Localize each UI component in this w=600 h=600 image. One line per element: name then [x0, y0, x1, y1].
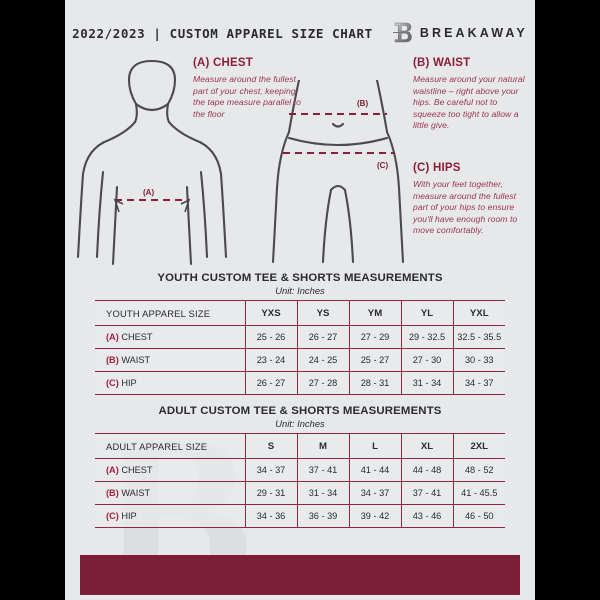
table-row: (A) CHEST 25 - 26 26 - 27 27 - 29 29 - 3… [95, 325, 505, 349]
table-header-row: YOUTH APPAREL SIZE YXS YS YM YL YXL [95, 300, 505, 326]
table-cell: 28 - 31 [349, 371, 402, 395]
table-cell: 43 - 46 [401, 504, 454, 528]
table-cell: 34 - 37 [453, 371, 505, 395]
callout-chest-text: Measure around the fullest part of your … [193, 74, 301, 119]
table-cell: 29 - 32.5 [401, 325, 454, 349]
column-header: YS [297, 300, 350, 326]
chest-measure-line [113, 198, 191, 213]
table-cell: 26 - 27 [245, 371, 298, 395]
table-cell: 36 - 39 [297, 504, 350, 528]
table-cell: 27 - 29 [349, 325, 402, 349]
table-cell: 29 - 31 [245, 481, 298, 505]
adult-size-header: ADULT APPAREL SIZE [95, 433, 246, 459]
youth-table-title: YOUTH CUSTOM TEE & SHORTS MEASUREMENTS [157, 272, 443, 284]
table-cell: 24 - 25 [297, 348, 350, 372]
youth-size-table: YOUTH APPAREL SIZE YXS YS YM YL YXL (A) … [95, 300, 505, 395]
measurement-diagram-area: (A) (B) [65, 52, 535, 270]
table-row: (B) WAIST 29 - 31 31 - 34 34 - 37 37 - 4… [95, 481, 505, 505]
youth-size-header: YOUTH APPAREL SIZE [95, 300, 246, 326]
table-row: (C) HIP 26 - 27 27 - 28 28 - 31 31 - 34 … [95, 371, 505, 395]
adult-table-title: ADULT CUSTOM TEE & SHORTS MEASUREMENTS [158, 405, 442, 417]
table-cell: 39 - 42 [349, 504, 402, 528]
chest-line-tag: (A) [143, 188, 154, 197]
adult-table-unit: Unit: Inches [275, 418, 325, 429]
table-cell: 34 - 37 [349, 481, 402, 505]
table-row: (C) HIP 34 - 36 36 - 39 39 - 42 43 - 46 … [95, 504, 505, 528]
row-tag: (C) [106, 511, 119, 521]
callout-waist-heading: (B) WAIST [413, 57, 471, 69]
row-label: CHEST [121, 465, 153, 475]
hips-line-tag: (C) [377, 161, 388, 170]
column-header: YXL [453, 300, 505, 326]
row-label: WAIST [121, 355, 151, 365]
table-cell: 30 - 33 [453, 348, 505, 372]
table-cell: 34 - 37 [245, 458, 298, 482]
upper-body-outline-figure: (A) [76, 59, 228, 266]
adult-measurements-block: ADULT CUSTOM TEE & SHORTS MEASUREMENTS U… [95, 405, 505, 528]
column-header: L [349, 433, 402, 459]
breakaway-b-monogram-icon [391, 20, 413, 46]
callout-waist: (B) WAIST Measure around your natural wa… [413, 57, 525, 132]
table-cell: 31 - 34 [297, 481, 350, 505]
row-tag: (A) [106, 465, 119, 475]
youth-table-unit: Unit: Inches [275, 285, 325, 296]
row-tag: (C) [106, 378, 119, 388]
table-cell: 27 - 28 [297, 371, 350, 395]
callout-waist-text: Measure around your natural waistline – … [413, 74, 525, 131]
table-cell: 31 - 34 [401, 371, 454, 395]
table-cell: 44 - 48 [401, 458, 454, 482]
table-cell: 32.5 - 35.5 [453, 325, 505, 349]
row-label: WAIST [121, 488, 151, 498]
column-header: XL [401, 433, 454, 459]
table-cell: 23 - 24 [245, 348, 298, 372]
callout-hips-text: With your feet together, measure around … [413, 179, 518, 236]
waist-line-tag: (B) [357, 99, 368, 108]
page-title: 2022/2023 | CUSTOM APPAREL SIZE CHART [72, 25, 373, 41]
footer-bar [80, 555, 520, 595]
row-label: HIP [121, 378, 137, 388]
column-header: 2XL [453, 433, 505, 459]
table-cell: 25 - 26 [245, 325, 298, 349]
callout-chest-heading: (A) CHEST [193, 57, 253, 69]
row-label: CHEST [121, 332, 153, 342]
table-cell: 46 - 50 [453, 504, 505, 528]
row-tag: (B) [106, 488, 119, 498]
column-header: YM [349, 300, 402, 326]
table-header-row: ADULT APPAREL SIZE S M L XL 2XL [95, 433, 505, 459]
page-header: 2022/2023 | CUSTOM APPAREL SIZE CHART BR [65, 18, 535, 48]
callout-chest: (A) CHEST Measure around the fullest par… [193, 57, 303, 120]
youth-measurements-block: YOUTH CUSTOM TEE & SHORTS MEASUREMENTS U… [95, 272, 505, 395]
lower-body-outline-figure: (B) (C) [271, 80, 405, 264]
brand-logo: BREAKAWAY [391, 20, 528, 46]
callout-hips: (C) HIPS With your feet together, measur… [413, 162, 525, 237]
table-row: (B) WAIST 23 - 24 24 - 25 25 - 27 27 - 3… [95, 348, 505, 372]
table-cell: 41 - 45.5 [453, 481, 505, 505]
size-chart-page: B 2022/2023 | CUSTOM APPAREL SIZE CHART [65, 0, 535, 600]
column-header: YL [401, 300, 454, 326]
column-header: M [297, 433, 350, 459]
brand-name: BREAKAWAY [419, 26, 528, 40]
row-label: HIP [121, 511, 137, 521]
adult-size-table: ADULT APPAREL SIZE S M L XL 2XL (A) CHES… [95, 433, 505, 528]
table-cell: 48 - 52 [453, 458, 505, 482]
table-row: (A) CHEST 34 - 37 37 - 41 41 - 44 44 - 4… [95, 458, 505, 482]
column-header: S [245, 433, 298, 459]
table-cell: 41 - 44 [349, 458, 402, 482]
row-tag: (B) [106, 355, 119, 365]
table-cell: 27 - 30 [401, 348, 454, 372]
table-cell: 26 - 27 [297, 325, 350, 349]
table-cell: 34 - 36 [245, 504, 298, 528]
column-header: YXS [245, 300, 298, 326]
table-cell: 37 - 41 [297, 458, 350, 482]
row-tag: (A) [106, 332, 119, 342]
table-cell: 25 - 27 [349, 348, 402, 372]
callout-hips-heading: (C) HIPS [413, 162, 461, 174]
table-cell: 37 - 41 [401, 481, 454, 505]
